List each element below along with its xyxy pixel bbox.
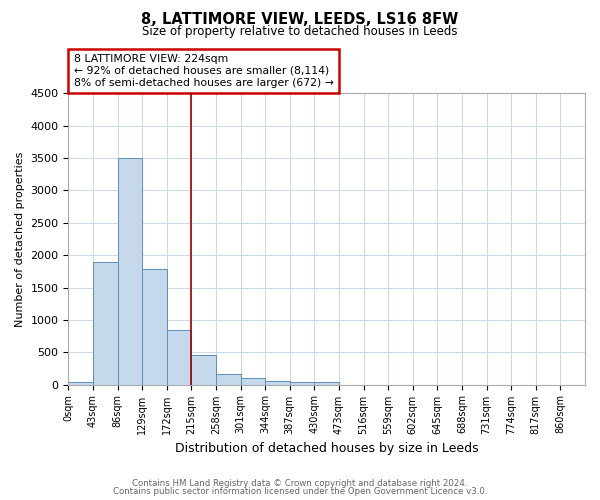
- Bar: [216, 374, 241, 384]
- Bar: [265, 380, 290, 384]
- Text: 8, LATTIMORE VIEW, LEEDS, LS16 8FW: 8, LATTIMORE VIEW, LEEDS, LS16 8FW: [142, 12, 458, 28]
- Text: Contains public sector information licensed under the Open Government Licence v3: Contains public sector information licen…: [113, 487, 487, 496]
- Bar: [241, 378, 265, 384]
- Text: 8 LATTIMORE VIEW: 224sqm
← 92% of detached houses are smaller (8,114)
8% of semi: 8 LATTIMORE VIEW: 224sqm ← 92% of detach…: [74, 54, 334, 88]
- Bar: [191, 355, 216, 384]
- Text: Size of property relative to detached houses in Leeds: Size of property relative to detached ho…: [142, 25, 458, 38]
- Bar: [167, 330, 191, 384]
- Y-axis label: Number of detached properties: Number of detached properties: [15, 152, 25, 326]
- Bar: [68, 382, 93, 384]
- X-axis label: Distribution of detached houses by size in Leeds: Distribution of detached houses by size …: [175, 442, 479, 455]
- Bar: [142, 270, 167, 384]
- Bar: [314, 382, 339, 384]
- Bar: [290, 382, 314, 384]
- Text: Contains HM Land Registry data © Crown copyright and database right 2024.: Contains HM Land Registry data © Crown c…: [132, 478, 468, 488]
- Bar: [118, 158, 142, 384]
- Bar: [93, 262, 118, 384]
